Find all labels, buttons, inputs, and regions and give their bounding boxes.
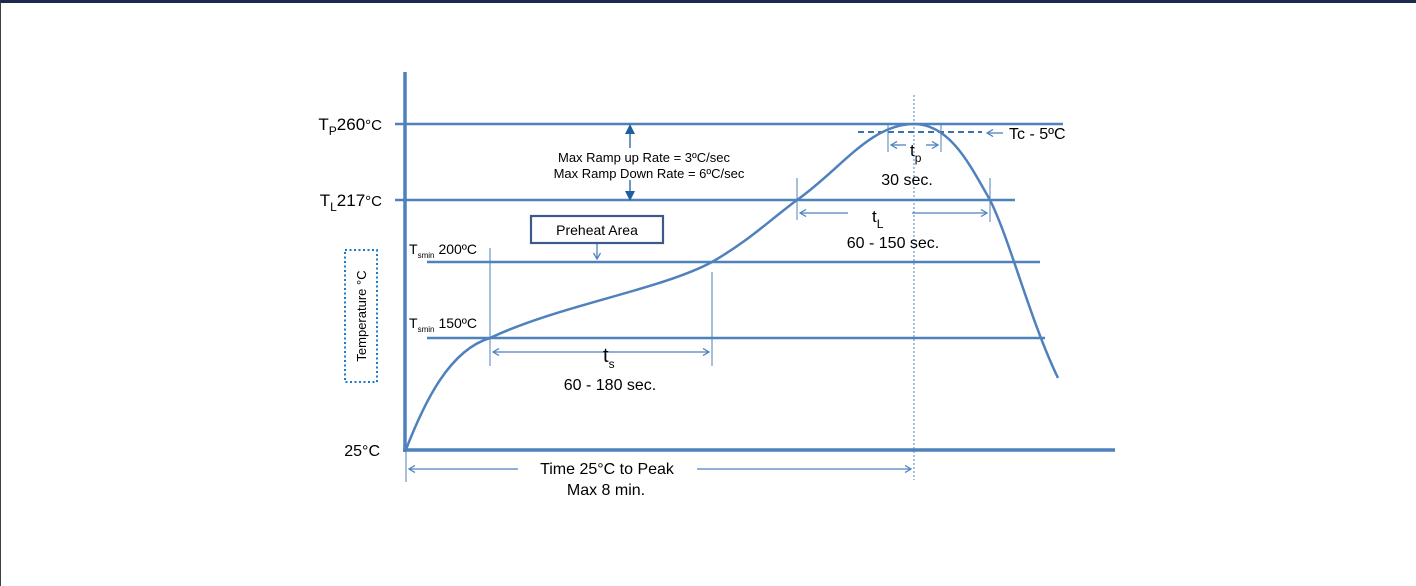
time-to-peak-line2: Max 8 min. [567,482,645,499]
tsmin-label: Tsmin 150ºC [409,315,477,334]
preheat-label: Preheat Area [556,222,638,238]
tl-time-symbol: tL [872,207,884,231]
tp-time-symbol: tp [910,141,922,165]
tl-label: TL217°C [320,191,382,214]
ambient-label: 25°C [344,443,380,460]
temperature-axis-label: Temperature °C [354,270,369,361]
tc-label: Tc - 5ºC [1009,126,1066,143]
ramp-down-text: Max Ramp Down Rate = 6ºC/sec [554,166,745,181]
tsmax-label: Tsmin 200ºC [409,241,477,260]
preheat-box [529,214,665,245]
ts-time-symbol: ts [603,345,615,371]
tp-duration: 30 sec. [881,172,933,189]
tl-duration: 60 - 150 sec. [847,235,940,252]
reflow-curve [403,122,1060,453]
ramp-up-text: Max Ramp up Rate = 3ºC/sec [558,150,731,165]
time-to-peak-line1: Time 25°C to Peak [540,461,675,478]
temperature-label-box [344,249,378,383]
ts-duration: 60 - 180 sec. [564,377,657,394]
tp-label: TP260°C [318,115,382,138]
